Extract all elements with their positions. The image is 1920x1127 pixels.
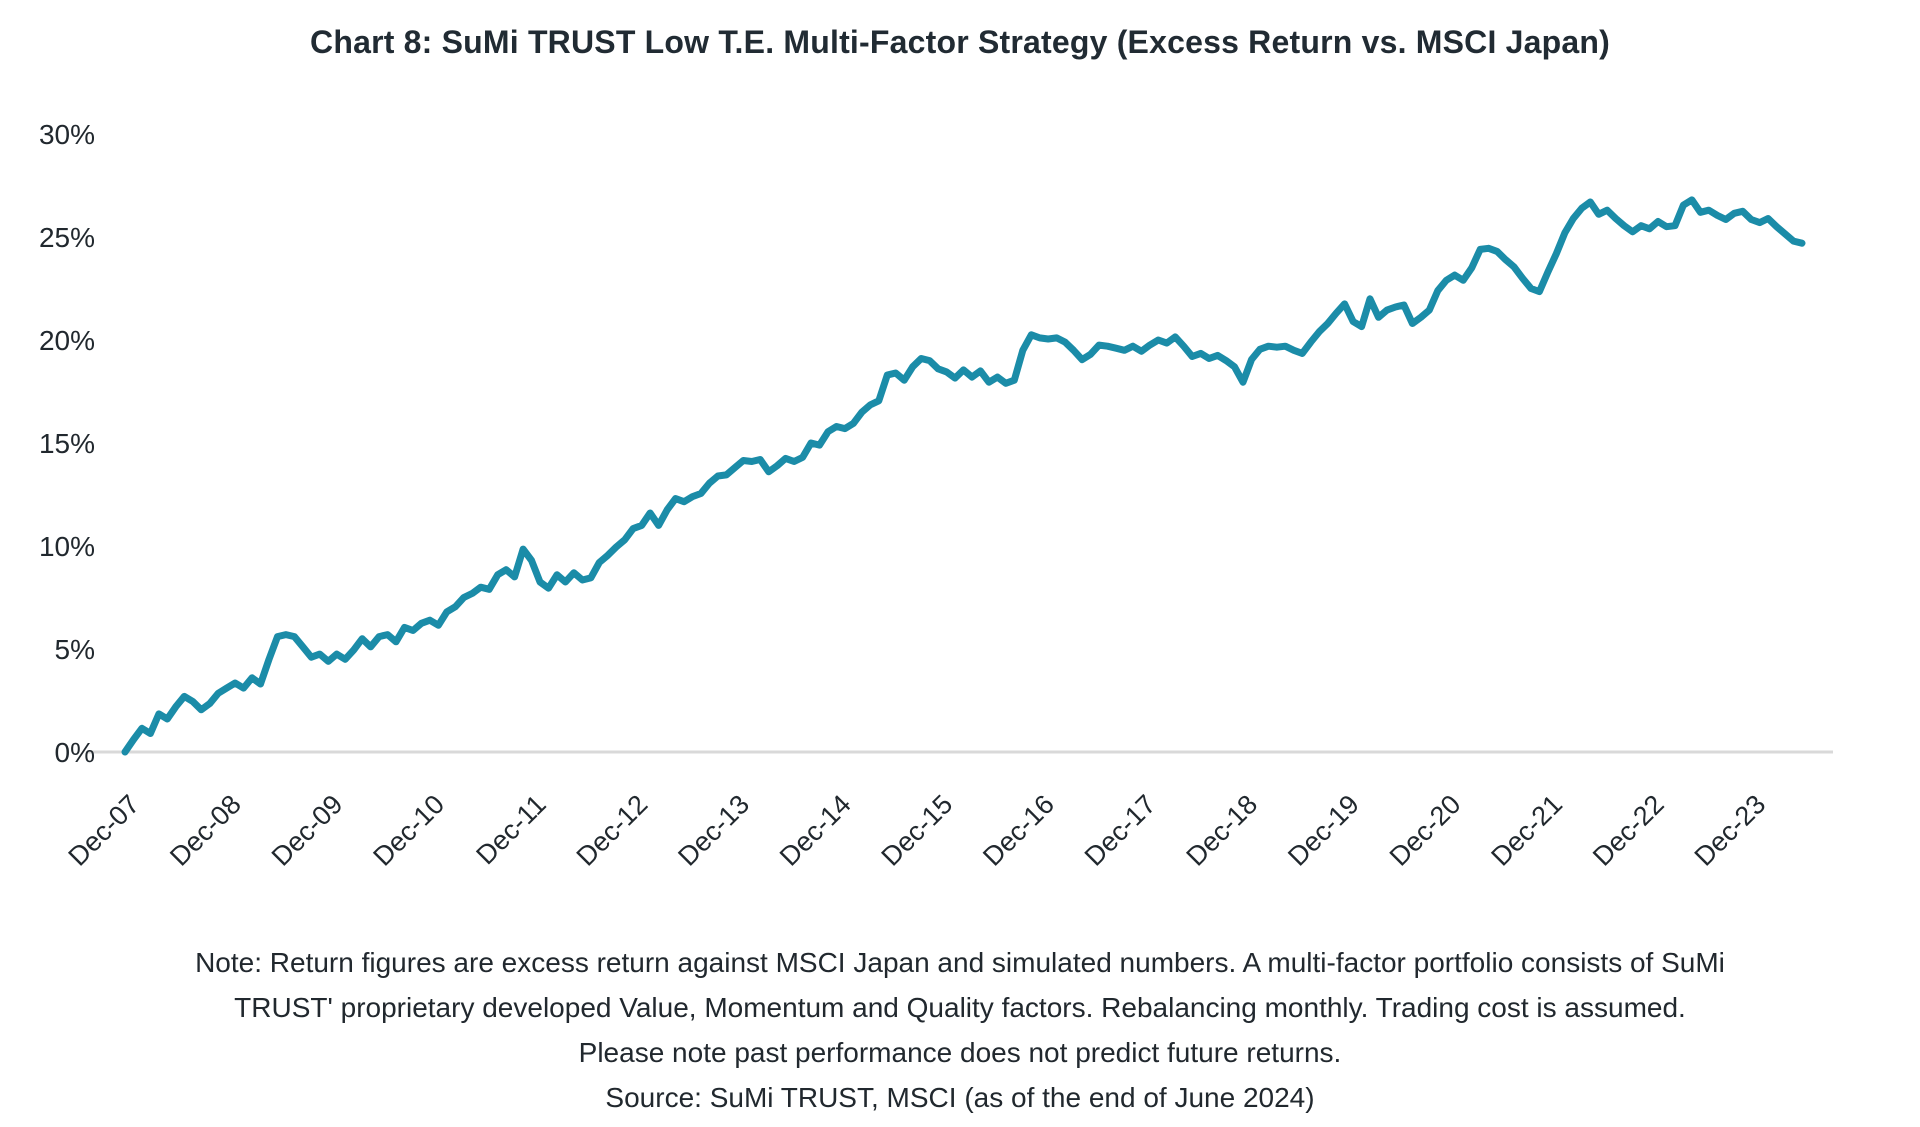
x-tick-label: Dec-14 [774, 789, 857, 872]
x-tick-label: Dec-19 [1282, 789, 1365, 872]
chart-title: Chart 8: SuMi TRUST Low T.E. Multi-Facto… [310, 24, 1610, 60]
note-line-3: Please note past performance does not pr… [578, 1037, 1342, 1068]
x-tick-label: Dec-07 [62, 789, 145, 872]
y-tick-label: 30% [39, 119, 95, 150]
x-tick-label: Dec-10 [367, 789, 450, 872]
x-tick-label: Dec-08 [164, 789, 247, 872]
x-tick-label: Dec-12 [571, 789, 654, 872]
x-tick-label: Dec-20 [1384, 789, 1467, 872]
excess-return-line-chart: 0%5%10%15%20%25%30%Dec-07 Dec-08 Dec-09 Dec… [39, 119, 1833, 872]
y-tick-label: 0% [55, 737, 95, 768]
y-tick-label: 5% [55, 634, 95, 665]
x-tick-label: Dec-11 [470, 789, 551, 870]
x-tick-label: Dec-13 [672, 789, 755, 872]
x-tick-label: Dec-16 [977, 789, 1060, 872]
y-tick-label: 10% [39, 531, 95, 562]
x-tick-label: Dec-21 [1485, 789, 1568, 872]
y-tick-label: 25% [39, 222, 95, 253]
y-tick-label: 15% [39, 428, 95, 459]
note-line-2: TRUST' proprietary developed Value, Mome… [234, 992, 1686, 1023]
x-tick-label: Dec-22 [1587, 789, 1670, 872]
x-tick-label: Dec-15 [876, 789, 959, 872]
y-tick-label: 20% [39, 325, 95, 356]
x-tick-label: Dec-09 [266, 789, 349, 872]
x-tick-label: Dec-23 [1689, 789, 1772, 872]
x-tick-label: Dec-18 [1180, 789, 1263, 872]
x-tick-label: Dec-17 [1079, 789, 1162, 872]
source-line: Source: SuMi TRUST, MSCI (as of the end … [605, 1082, 1315, 1113]
excess-return-series-line [121, 196, 1806, 756]
chart-footnotes: Note: Return figures are excess return a… [0, 940, 1920, 1120]
note-line-1: Note: Return figures are excess return a… [195, 947, 1725, 978]
